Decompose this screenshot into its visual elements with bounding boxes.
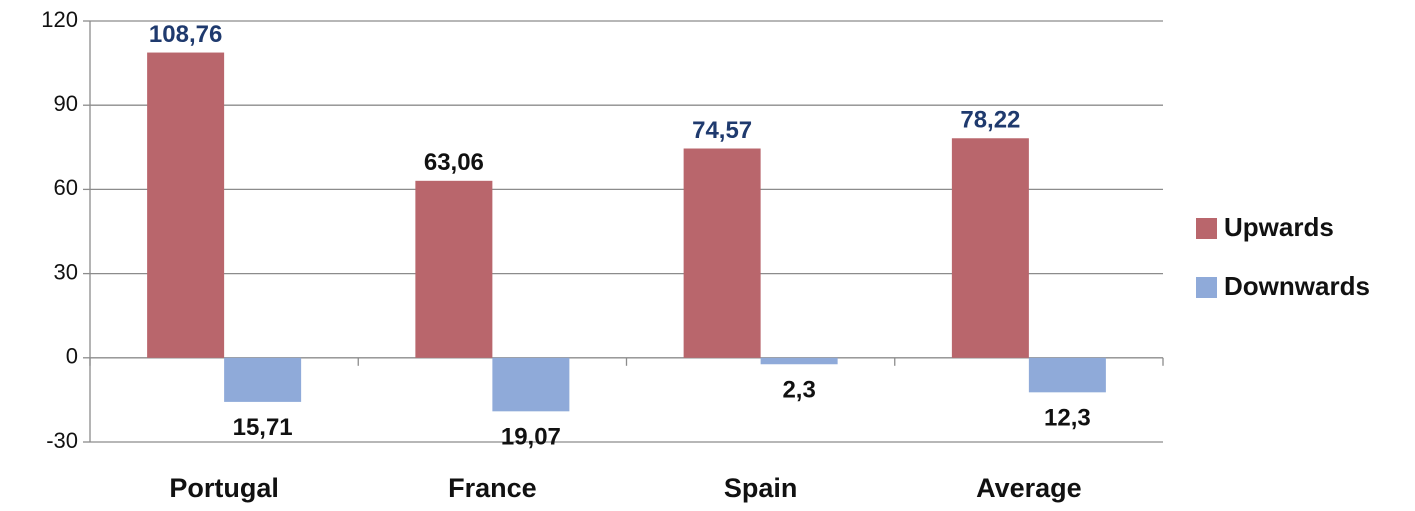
x-tick-label: Average <box>976 473 1082 503</box>
y-tick-label: -30 <box>46 428 78 453</box>
data-label: 74,57 <box>692 117 752 144</box>
x-tick-label: Portugal <box>169 473 279 503</box>
data-label: 19,07 <box>501 424 561 451</box>
legend-label: Downwards <box>1224 271 1370 301</box>
x-tick-label: France <box>448 473 537 503</box>
bar <box>492 357 570 412</box>
bar <box>683 148 761 358</box>
bar <box>224 357 302 402</box>
bar <box>1028 357 1106 393</box>
bar <box>951 138 1029 358</box>
data-label: 63,06 <box>424 149 484 176</box>
data-label: 78,22 <box>960 107 1020 134</box>
x-tick-label: Spain <box>724 473 798 503</box>
bar <box>415 180 493 358</box>
legend-swatch <box>1196 277 1217 298</box>
y-tick-label: 120 <box>41 7 78 32</box>
data-label: 108,76 <box>149 21 222 48</box>
y-tick-label: 90 <box>54 91 78 116</box>
data-label: 2,3 <box>782 377 815 404</box>
y-tick-label: 0 <box>66 344 78 369</box>
y-tick-label: 30 <box>54 259 78 284</box>
bar <box>760 357 838 365</box>
data-label: 12,3 <box>1044 405 1091 432</box>
data-label: 15,71 <box>233 414 293 441</box>
y-tick-label: 60 <box>54 175 78 200</box>
legend-swatch <box>1196 218 1217 239</box>
legend-label: Upwards <box>1224 212 1334 242</box>
bar <box>147 52 225 358</box>
